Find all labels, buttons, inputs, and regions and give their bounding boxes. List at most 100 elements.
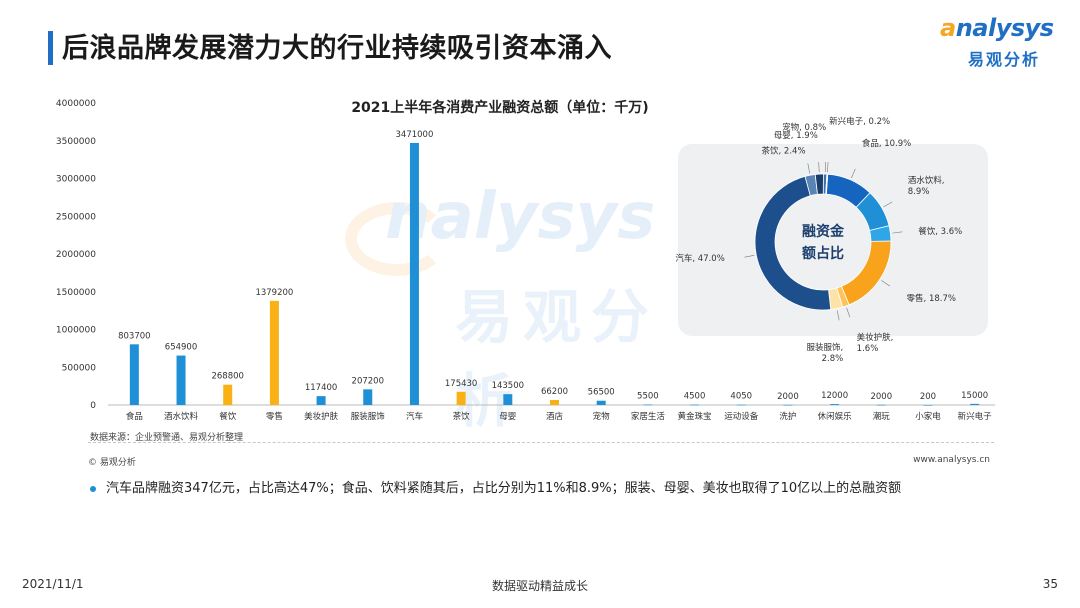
data-label: 4500 — [684, 392, 706, 402]
footer-date: 2021/11/1 — [22, 577, 84, 591]
y-tick-label: 500000 — [62, 363, 97, 373]
data-label: 2000 — [870, 392, 892, 402]
bar — [830, 404, 840, 405]
bar — [550, 400, 559, 405]
pie-leader-line — [807, 163, 811, 174]
pie-leader-line — [846, 307, 851, 318]
pie-leader-line — [818, 162, 820, 173]
chart-title: 2021上半年各消费产业融资总额（单位：千万) — [351, 99, 648, 116]
insight-bullet: 汽车品牌融资347亿元，占比高达47%；食品、饮料紧随其后，占比分别为11%和8… — [90, 477, 901, 496]
analysys-logo: analysys 易观分析 — [940, 14, 1060, 72]
page-number: 35 — [1042, 577, 1058, 591]
bar — [316, 396, 326, 405]
data-label: 5500 — [637, 392, 659, 402]
y-tick-label: 1000000 — [56, 326, 96, 336]
pie-leader-line — [744, 254, 755, 258]
data-label: 200 — [920, 392, 936, 402]
bar — [736, 404, 746, 406]
pie-slice-label: 汽车, 47.0% — [675, 253, 724, 264]
y-tick-label: 1500000 — [56, 288, 96, 298]
divider — [88, 442, 994, 443]
title-accent-bar — [48, 31, 53, 65]
y-tick-label: 2500000 — [56, 212, 96, 222]
copyright: © 易观分析 — [88, 458, 136, 468]
pie-slice-label: 酒水饮料, 8.9% — [908, 175, 945, 197]
data-label: 803700 — [118, 331, 150, 341]
bar — [456, 391, 466, 405]
bar — [970, 403, 980, 405]
pie-slice-label: 食品, 10.9% — [862, 138, 911, 149]
bar — [269, 300, 279, 405]
pie-slice-label: 茶饮, 2.4% — [762, 146, 806, 157]
bar — [176, 355, 186, 405]
x-tick-label: 小家电 — [915, 411, 941, 422]
data-label: 268800 — [211, 372, 243, 382]
x-tick-label: 酒店 — [546, 411, 564, 422]
bar — [643, 404, 653, 406]
logo-text-en: analysys — [940, 14, 1054, 42]
x-tick-label: 食品 — [126, 411, 143, 422]
x-tick-label: 茶饮 — [453, 411, 471, 422]
data-source: 数据来源：企业预警通、易观分析整理 — [90, 433, 244, 443]
page-title: 后浪品牌发展潜力大的行业持续吸引资本涌入 — [62, 33, 612, 64]
x-tick-label: 汽车 — [406, 411, 423, 422]
pie-leader-line — [881, 280, 891, 287]
data-label: 12000 — [821, 391, 848, 401]
data-label: 4050 — [730, 392, 752, 402]
bar — [923, 404, 933, 406]
pie-slice-label: 母婴, 1.9% — [774, 131, 818, 141]
pie-panel — [678, 144, 988, 336]
x-tick-label: 美妆护肤 — [304, 411, 339, 422]
data-label: 117400 — [305, 383, 337, 393]
bar — [690, 404, 700, 406]
insight-text: 汽车品牌融资347亿元，占比高达47%；食品、饮料紧随其后，占比分别为11%和8… — [106, 481, 902, 496]
x-tick-label: 餐饮 — [219, 411, 237, 422]
pie-slice-label: 宠物, 0.8% — [782, 122, 826, 133]
logo-text-cn: 易观分析 — [968, 50, 1041, 69]
bar — [223, 384, 233, 405]
x-tick-label: 零售 — [266, 411, 283, 422]
y-tick-label: 2000000 — [56, 250, 96, 260]
y-tick-label: 4000000 — [56, 99, 96, 109]
pie-slice-label: 新兴电子, 0.2% — [829, 116, 890, 127]
data-label: 1379200 — [255, 288, 293, 298]
footer-slogan: 数据驱动精益成长 — [491, 579, 588, 593]
x-tick-label: 黄金珠宝 — [678, 411, 712, 422]
x-tick-label: 新兴电子 — [958, 411, 993, 422]
data-label: 56500 — [588, 388, 615, 398]
data-label: 66200 — [541, 387, 568, 397]
pie-leader-line — [892, 231, 903, 234]
data-label: 654900 — [165, 343, 197, 353]
data-label: 3471000 — [396, 130, 434, 140]
x-tick-label: 洗护 — [779, 411, 796, 422]
x-tick-label: 潮玩 — [873, 411, 891, 422]
pie-leader-line — [851, 168, 856, 179]
data-label: 2000 — [777, 392, 799, 402]
x-tick-label: 母婴 — [499, 412, 516, 422]
pie-center-label-line1: 融资金 — [802, 223, 845, 240]
bar — [503, 394, 513, 405]
x-tick-label: 宠物 — [593, 411, 611, 422]
pie-leader-line — [836, 310, 840, 321]
x-tick-label: 家居生活 — [631, 411, 666, 422]
pie-leader-line — [827, 162, 829, 173]
data-label: 15000 — [961, 391, 988, 401]
website: www.analysys.cn — [913, 455, 990, 465]
data-label: 207200 — [352, 376, 384, 386]
bullet-dot-icon — [90, 485, 96, 492]
bar — [596, 400, 606, 405]
x-tick-label: 服装服饰 — [351, 411, 386, 422]
pie-slice-label: 服装服饰, 2.8% — [807, 342, 844, 364]
pie-slice-label: 零售, 18.7% — [907, 293, 956, 304]
data-label: 143500 — [492, 381, 524, 391]
y-tick-label: 3000000 — [56, 175, 96, 185]
bar — [409, 142, 419, 405]
data-label: 175430 — [445, 379, 477, 389]
y-tick-label: 0 — [90, 401, 96, 411]
bar — [783, 404, 793, 406]
bar — [129, 344, 139, 405]
pie-slice-label: 餐饮, 3.6% — [918, 226, 962, 237]
bar — [363, 389, 373, 405]
pie-center-label-line2: 额占比 — [802, 245, 844, 262]
x-tick-label: 运动设备 — [724, 411, 759, 422]
